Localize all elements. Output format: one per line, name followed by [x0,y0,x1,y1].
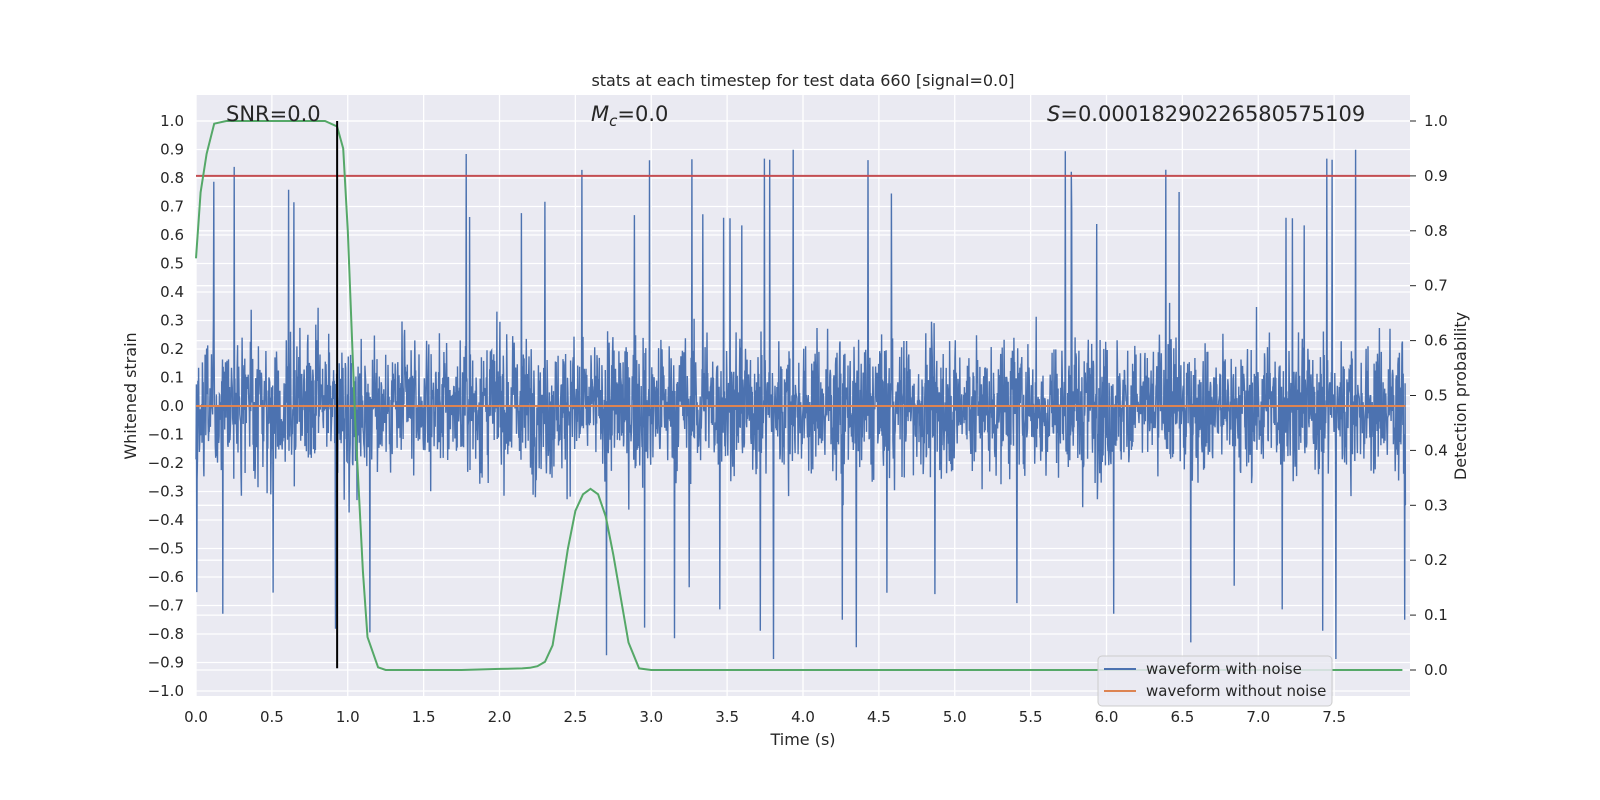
x-tick-label: 5.0 [943,708,967,726]
y-tick-label-left: −0.3 [148,483,184,501]
annotation-snr: SNR=0.0 [226,102,321,126]
x-tick-label: 1.0 [336,708,360,726]
legend-label-waveform-without-noise: waveform without noise [1146,682,1326,700]
x-tick-label: 4.0 [791,708,815,726]
y-tick-label-right: 0.8 [1424,222,1448,240]
y-tick-label-left: 0.7 [160,198,184,216]
y-tick-label-right: 1.0 [1424,112,1448,130]
y-tick-label-right: 0.0 [1424,661,1448,679]
annotation-mc-subscript: c [609,112,618,130]
y-tick-label-left: 0.4 [160,283,184,301]
x-tick-label: 0.5 [260,708,284,726]
y-tick-label-left: −0.7 [148,597,184,615]
y-tick-label-left: 1.0 [160,112,184,130]
x-tick-label: 6.0 [1095,708,1119,726]
x-tick-label: 6.5 [1170,708,1194,726]
x-tick-label: 3.0 [639,708,663,726]
axes: 0.0 0.5 1.0 1.5 2.0 2.5 3.0 3.5 4.0 4.5 5.0 5.5 6.0 6… [148,112,1448,726]
y-tick-label-right: 0.5 [1424,387,1448,405]
x-tick-label: 5.5 [1019,708,1043,726]
x-tick-label: 1.5 [412,708,436,726]
legend: waveform with noise waveform without noi… [1097,655,1333,707]
y-tick-label-left: 0.3 [160,312,184,330]
x-tick-label: 2.0 [488,708,512,726]
y-tick-label-left: 0.1 [160,369,184,387]
series-lines [195,120,1410,671]
y-tick-label-right: 0.9 [1424,167,1448,185]
y-tick-label-left: −0.2 [148,454,184,472]
annotation-mc-value: =0.0 [617,102,668,126]
y-tick-label-left: −0.8 [148,625,184,643]
x-tick-label: 7.5 [1322,708,1346,726]
y-tick-label-left: −0.9 [148,654,184,672]
y-tick-label-left: −0.6 [148,568,184,586]
y-tick-label-right: 0.1 [1424,606,1448,624]
y-tick-label-left: −0.5 [148,540,184,558]
y-tick-label-left: 0.0 [160,397,184,415]
y-axis-label-right: Detection probability [1451,312,1470,480]
y-tick-label-right: 0.6 [1424,332,1448,350]
y-tick-label-left: 0.5 [160,255,184,273]
y-tick-label-right: 0.4 [1424,441,1448,459]
annotation-s-value: =0.00018290226580575109 [1060,102,1365,126]
waveform-with-noise-line [195,149,1407,660]
x-tick-label: 4.5 [867,708,891,726]
y-tick-label-right: 0.7 [1424,277,1448,295]
x-tick-label: 2.5 [563,708,587,726]
chart-title: stats at each timestep for test data 660… [591,71,1014,90]
y-tick-label-left: 0.8 [160,169,184,187]
legend-label-waveform-with-noise: waveform with noise [1146,660,1302,678]
x-tick-label: 7.0 [1246,708,1270,726]
detection-probability-line [195,120,1403,671]
x-tick-label: 3.5 [715,708,739,726]
y-tick-label-left: 0.2 [160,340,184,358]
x-tick-label: 0.0 [184,708,208,726]
y-tick-label-left: 0.6 [160,226,184,244]
y-tick-label-right: 0.3 [1424,496,1448,514]
x-axis-label: Time (s) [769,730,835,749]
annotation-mc-symbol: M [591,102,609,126]
y-tick-label-left: −0.1 [148,426,184,444]
annotation-chirp-mass: Mc=0.0 [591,102,668,130]
y-tick-label-left: 0.9 [160,141,184,159]
annotation-s: S=0.00018290226580575109 [1047,102,1365,126]
annotation-s-symbol: S [1047,102,1060,126]
series-waveform-with-noise [195,149,1407,660]
legend-box [1097,655,1333,707]
y-tick-label-left: −0.4 [148,511,184,529]
y-tick-label-left: −1.0 [148,682,184,700]
y-tick-label-right: 0.2 [1424,551,1448,569]
y-axis-label-left: Whitened strain [121,332,140,459]
